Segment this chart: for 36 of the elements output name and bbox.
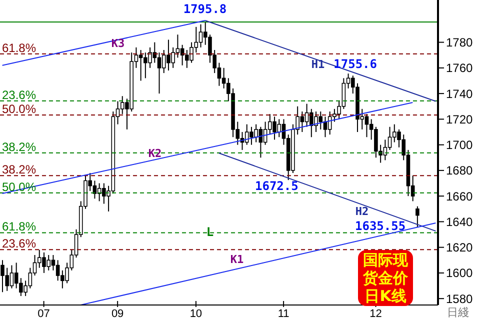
series-label: H2 [355,205,369,218]
annotation: 1672.5 [255,179,298,193]
annotation: 61.8% [2,40,36,55]
annotation: 23.6% [2,236,36,251]
series-label: H1 [311,58,325,71]
annotation: 1755.6 [334,57,377,71]
y-tick-label: 1640 [446,214,474,229]
x-axis-title: 日綫 [447,306,469,319]
y-tick-label: 1660 [446,189,474,204]
y-tick-label: 1740 [446,86,474,101]
annotation: 1795.8 [183,2,227,16]
y-tick-label: 1760 [446,61,474,76]
x-tick-label: 10 [190,308,202,320]
annotation: 50.0% [2,102,36,116]
y-tick-label: 1680 [446,164,474,178]
y-tick-label: 1780 [446,36,474,50]
y-tick-label: 1620 [446,240,474,255]
series-label: K3 [111,37,125,50]
series-label: K2 [148,147,162,160]
x-tick-label: 09 [111,308,124,320]
annotation: L [206,225,214,239]
annotation: 61.8% [2,220,36,234]
annotation: 国际现货金价日K线 [358,251,413,305]
x-tick-label: 11 [278,308,290,320]
annotation: 23.6% [2,88,36,102]
candlestick [416,206,420,228]
y-tick-label: 1580 [446,292,474,306]
x-tick-label: 12 [370,308,382,320]
annotation: 1635.55 [355,219,406,233]
y-tick-label: 1600 [446,266,474,280]
series-label: K1 [230,253,244,266]
x-tick-label: 07 [38,308,50,320]
y-tick-label: 1720 [446,112,474,126]
annotation: 38.2% [2,162,36,177]
annotation: 38.2% [2,140,36,154]
y-tick-label: 1700 [446,138,474,152]
